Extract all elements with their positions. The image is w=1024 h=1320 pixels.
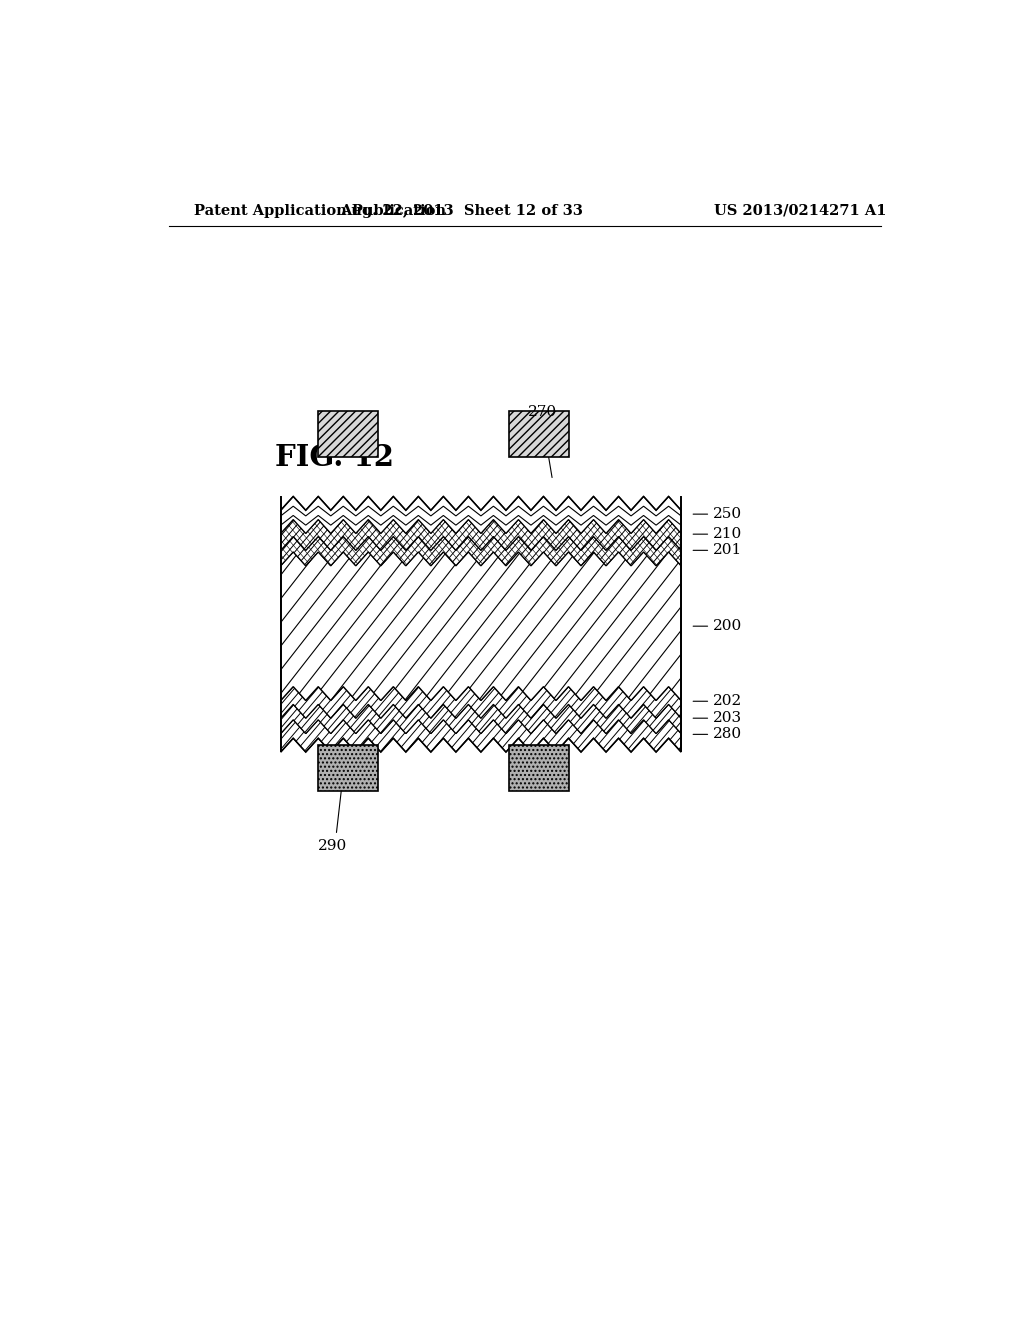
Text: US 2013/0214271 A1: US 2013/0214271 A1 [714, 203, 887, 218]
Polygon shape [281, 552, 681, 701]
Bar [317, 411, 378, 457]
Bar [509, 411, 568, 457]
Polygon shape [281, 705, 681, 734]
Text: 210: 210 [713, 527, 742, 541]
Polygon shape [281, 520, 681, 550]
Text: 203: 203 [713, 711, 741, 725]
Polygon shape [281, 520, 681, 550]
Polygon shape [281, 686, 681, 718]
Polygon shape [281, 536, 681, 566]
Text: Aug. 22, 2013  Sheet 12 of 33: Aug. 22, 2013 Sheet 12 of 33 [340, 203, 583, 218]
Bar [317, 744, 378, 792]
Polygon shape [281, 705, 681, 734]
Polygon shape [281, 536, 681, 566]
Polygon shape [281, 552, 681, 701]
Text: 250: 250 [713, 507, 741, 521]
Bar [509, 744, 568, 792]
Text: FIG. 12: FIG. 12 [275, 442, 394, 471]
Text: 202: 202 [713, 694, 742, 709]
Text: 270: 270 [528, 405, 557, 420]
Polygon shape [281, 536, 681, 566]
Text: 280: 280 [713, 727, 741, 742]
Text: 290: 290 [317, 840, 347, 853]
Text: Patent Application Publication: Patent Application Publication [195, 203, 446, 218]
Polygon shape [281, 520, 681, 550]
Text: 200: 200 [713, 619, 742, 634]
Text: 201: 201 [713, 544, 742, 557]
Polygon shape [281, 719, 681, 752]
Polygon shape [281, 719, 681, 752]
Polygon shape [281, 686, 681, 718]
Polygon shape [281, 496, 681, 533]
